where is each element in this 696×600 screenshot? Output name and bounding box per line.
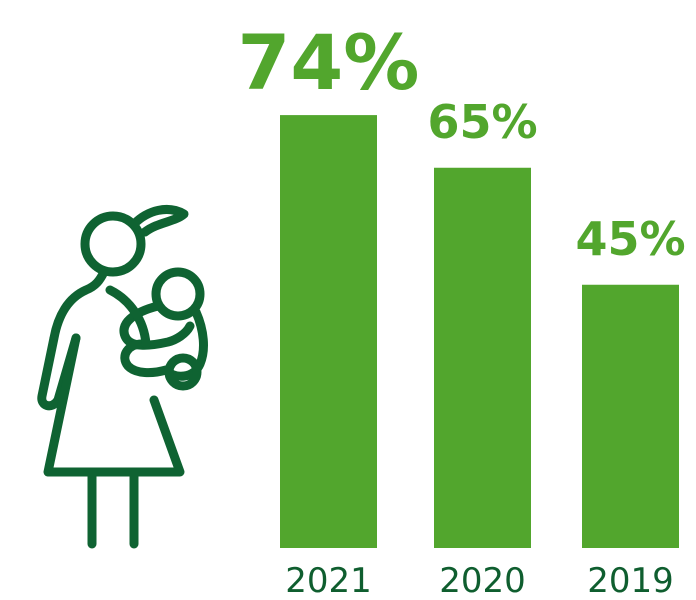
value-label-2020: 65% <box>427 95 537 149</box>
value-labels-group: 74%65% 45% <box>238 18 686 266</box>
bar-2021 <box>280 115 377 548</box>
value-label-2019: 45% <box>575 212 685 266</box>
mother-holding-baby-icon <box>37 205 208 549</box>
tick-label-2019: 2019 <box>587 561 674 600</box>
bars-group <box>280 115 679 548</box>
bar-2020 <box>434 167 531 548</box>
bar-2019 <box>582 284 679 548</box>
tick-label-2020: 2020 <box>439 561 526 600</box>
tick-labels-group: 2021 2020 2019 <box>285 561 674 600</box>
tick-label-2021: 2021 <box>285 561 372 600</box>
value-label-2021: 74% <box>238 18 420 107</box>
